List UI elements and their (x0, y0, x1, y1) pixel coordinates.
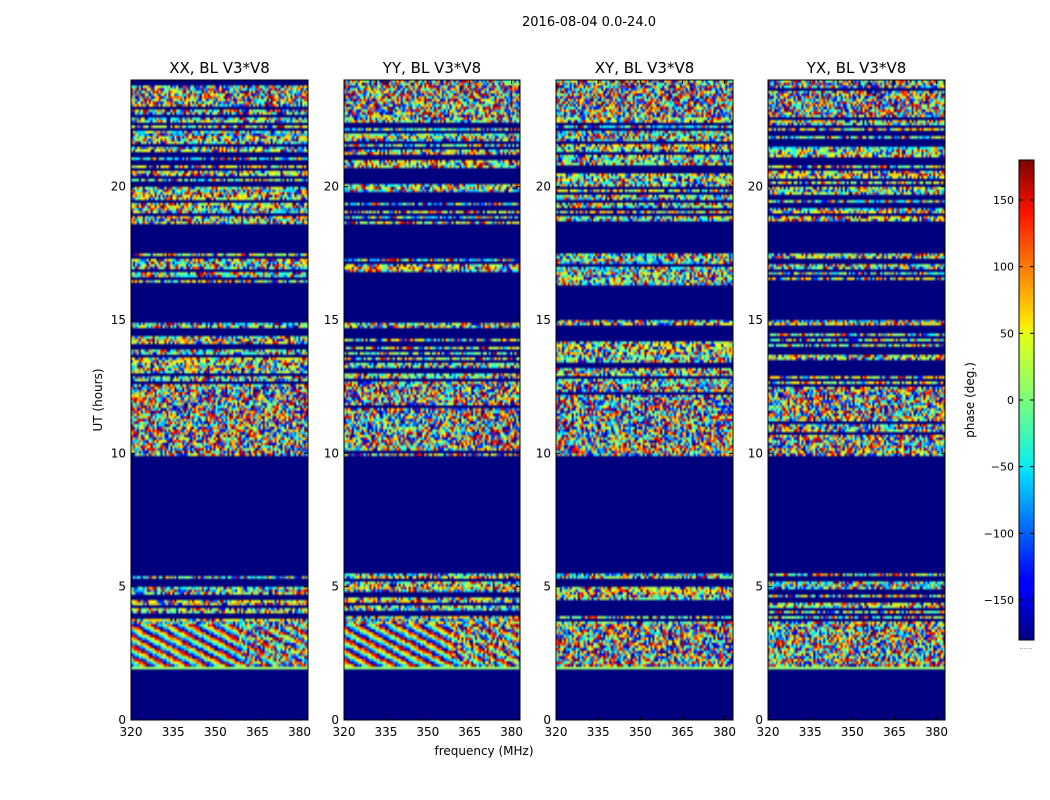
y-tick-label: 20 (324, 180, 339, 194)
y-tick-label: 15 (324, 313, 339, 327)
y-tick-label: 5 (118, 580, 126, 594)
x-tick-label: 320 (757, 725, 780, 739)
x-tick-label: 380 (500, 725, 523, 739)
x-tick-label: 350 (841, 725, 864, 739)
x-tick-label: 320 (120, 725, 143, 739)
panel-yx: YX, BL V3*V8 320 335 350 365 380 0 5 10 15 20 (748, 59, 948, 739)
x-tick-label: 365 (883, 725, 906, 739)
colorbar-tick-label: −100 (984, 527, 1014, 540)
y-tick-label: 0 (118, 713, 126, 727)
colorbar-tick-label: 150 (993, 194, 1014, 207)
y-tick-label: 5 (331, 580, 339, 594)
x-tick-label: 350 (416, 725, 439, 739)
panel-xx: XX, BL V3*V8 320 335 350 365 380 0 5 10 15 20 (111, 59, 311, 739)
colorbar-tick-label: −150 (984, 594, 1014, 607)
y-axis-label: UT (hours) (91, 368, 105, 431)
colorbar: −150 −100 −50 0 50 100 150 phase (deg.) ...... (963, 159, 1035, 651)
x-tick-label: 365 (246, 725, 269, 739)
colorbar-tick-label: 100 (993, 261, 1014, 274)
colorbar-tick-label: 0 (1007, 394, 1014, 407)
y-tick-label: 20 (111, 180, 126, 194)
x-tick-label: 320 (545, 725, 568, 739)
y-tick-label: 0 (331, 713, 339, 727)
x-axis-label: frequency (MHz) (434, 744, 533, 758)
y-tick-label: 10 (324, 446, 339, 460)
x-tick-label: 335 (799, 725, 822, 739)
y-tick-label: 20 (536, 180, 551, 194)
x-tick-label: 380 (288, 725, 311, 739)
y-tick-label: 0 (543, 713, 551, 727)
heatmap-yy (344, 80, 520, 720)
x-tick-label: 335 (374, 725, 397, 739)
colorbar-tick-label: 50 (1000, 327, 1014, 340)
y-tick-label: 10 (748, 446, 763, 460)
x-tick-label: 320 (333, 725, 356, 739)
x-tick-label: 365 (458, 725, 481, 739)
y-tick-label: 5 (543, 580, 551, 594)
heatmap-yx (768, 80, 945, 720)
y-tick-label: 15 (111, 313, 126, 327)
y-tick-label: 5 (755, 580, 763, 594)
y-tick-label: 15 (536, 313, 551, 327)
x-tick-label: 380 (713, 725, 736, 739)
heatmap-xx (131, 80, 308, 720)
plot-frame (555, 79, 734, 721)
heatmap-xy (556, 80, 733, 720)
plot-frame (130, 79, 309, 721)
y-tick-label: 10 (111, 446, 126, 460)
y-tick-label: 15 (748, 313, 763, 327)
x-tick-label: 380 (925, 725, 948, 739)
panel-title: YX, BL V3*V8 (806, 59, 907, 77)
panel-title: YY, BL V3*V8 (382, 59, 481, 77)
colorbar-tick-label: −50 (991, 461, 1014, 474)
panel-yy: YY, BL V3*V8 320 335 350 365 380 0 5 10 15 20 (324, 59, 523, 739)
x-tick-label: 335 (162, 725, 185, 739)
x-tick-label: 335 (587, 725, 610, 739)
x-tick-label: 350 (629, 725, 652, 739)
y-tick-label: 0 (755, 713, 763, 727)
plot-frame (343, 79, 521, 721)
y-tick-label: 20 (748, 180, 763, 194)
y-tick-label: 10 (536, 446, 551, 460)
x-tick-label: 350 (204, 725, 227, 739)
colorbar-under-label: ...... (1019, 643, 1032, 651)
figure-title: 2016-08-04 0.0-24.0 (522, 15, 656, 30)
x-tick-label: 365 (671, 725, 694, 739)
plot-frame (767, 79, 946, 721)
colorbar-label: phase (deg.) (963, 362, 977, 438)
panel-xy: XY, BL V3*V8 320 335 350 365 380 0 5 10 15 20 (536, 59, 736, 739)
panel-title: XX, BL V3*V8 (169, 59, 270, 77)
panel-title: XY, BL V3*V8 (595, 59, 695, 77)
